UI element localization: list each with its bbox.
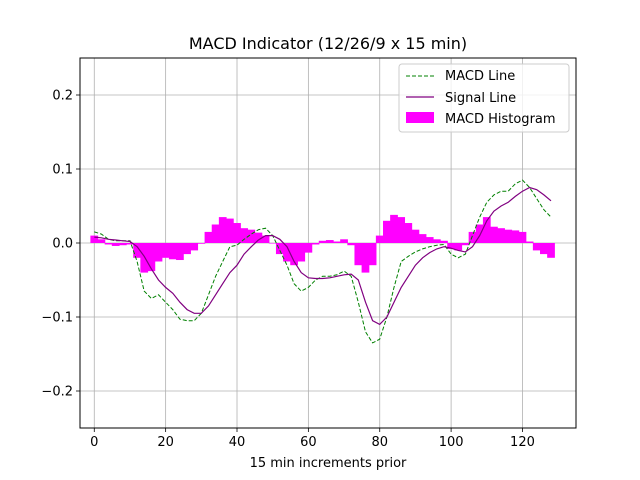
histogram-bar	[390, 214, 398, 243]
legend-macd-line-label: MACD Line	[445, 69, 515, 84]
histogram-bar	[275, 243, 284, 255]
histogram-bar	[261, 235, 270, 243]
histogram-bar	[532, 243, 541, 251]
x-tick-label: 40	[229, 435, 246, 450]
histogram-bar	[233, 223, 241, 243]
histogram-bar	[347, 243, 356, 246]
histogram-bar	[218, 217, 227, 243]
histogram-bar	[425, 237, 434, 243]
y-tick-label: 0.0	[52, 237, 73, 252]
histogram-bar	[168, 243, 177, 260]
histogram-bar	[368, 243, 377, 266]
histogram-bar	[283, 243, 291, 262]
legend: MACD Line Signal Line MACD Histogram	[398, 63, 570, 133]
legend-histogram-swatch	[406, 112, 434, 123]
histogram-bar	[432, 239, 441, 243]
histogram-bar	[511, 230, 520, 243]
histogram-bar	[154, 243, 163, 262]
histogram-bar	[268, 243, 277, 244]
y-tick-label: 0.2	[52, 89, 73, 104]
signal-line	[94, 186, 552, 326]
histogram-bar	[183, 243, 191, 255]
y-tick-label: 0.1	[52, 163, 73, 178]
legend-signal-line-label: Signal Line	[445, 91, 516, 106]
histogram-bar	[497, 228, 505, 243]
x-tick-label: 100	[439, 435, 464, 450]
histogram-bar	[440, 240, 448, 243]
histogram-bar	[204, 231, 213, 243]
histogram-bar	[104, 243, 113, 245]
histogram-bar	[297, 243, 306, 262]
macd-line	[94, 179, 552, 344]
histogram-bar	[254, 232, 263, 243]
histogram-bar	[354, 243, 363, 266]
histogram-bar	[211, 224, 220, 243]
y-axis-ticks: −0.2 −0.1 0.0 0.1 0.2	[41, 89, 80, 400]
x-tick-label: 120	[510, 435, 535, 450]
histogram-bar	[525, 241, 534, 243]
histogram-bar	[240, 228, 249, 243]
histogram-bar	[140, 243, 149, 273]
histogram-bar	[361, 243, 370, 273]
histogram-bar	[147, 243, 156, 272]
histogram-bar	[540, 243, 548, 255]
histogram-bar	[247, 229, 256, 243]
y-tick-label: −0.2	[41, 385, 73, 400]
histogram-bar	[126, 243, 134, 245]
x-axis-ticks: 0 20 40 60 80 100 120	[90, 428, 535, 450]
macd-histogram-bars	[90, 214, 555, 273]
histogram-bar	[90, 235, 99, 243]
histogram-bar	[518, 231, 527, 243]
histogram-bar	[290, 243, 298, 266]
histogram-bar	[468, 231, 477, 243]
histogram-bar	[304, 243, 313, 253]
histogram-bar	[226, 218, 234, 243]
histogram-bar	[411, 229, 420, 243]
histogram-bar	[504, 229, 513, 243]
histogram-bar	[161, 243, 170, 258]
y-tick-label: −0.1	[41, 311, 73, 326]
x-tick-label: 80	[371, 435, 388, 450]
histogram-bar	[311, 243, 320, 245]
histogram-bar	[318, 240, 327, 243]
histogram-bar	[333, 241, 341, 243]
x-axis-label: 15 min increments prior	[250, 456, 407, 471]
histogram-bar	[475, 224, 484, 243]
histogram-bar	[383, 220, 391, 243]
legend-box	[398, 63, 570, 133]
histogram-bar	[97, 239, 106, 243]
histogram-bar	[447, 243, 455, 249]
histogram-bar	[111, 243, 120, 246]
histogram-bar	[397, 217, 406, 243]
histogram-bar	[118, 243, 127, 246]
histogram-bar	[325, 240, 334, 243]
histogram-bar	[197, 243, 206, 244]
histogram-bar	[133, 243, 141, 258]
x-tick-label: 60	[300, 435, 317, 450]
x-tick-label: 0	[90, 435, 98, 450]
histogram-bar	[490, 226, 498, 243]
histogram-bar	[190, 243, 199, 251]
histogram-bar	[482, 217, 491, 243]
histogram-bar	[418, 234, 427, 243]
histogram-bar	[461, 243, 470, 246]
x-tick-label: 20	[157, 435, 174, 450]
histogram-bar	[454, 243, 463, 251]
chart-title: MACD Indicator (12/26/9 x 15 min)	[189, 34, 467, 53]
legend-histogram-label: MACD Histogram	[445, 112, 556, 127]
histogram-bar	[176, 243, 184, 261]
histogram-bar	[340, 239, 348, 243]
histogram-bar	[404, 223, 413, 243]
histogram-bar	[547, 243, 555, 258]
histogram-bar	[375, 235, 384, 243]
